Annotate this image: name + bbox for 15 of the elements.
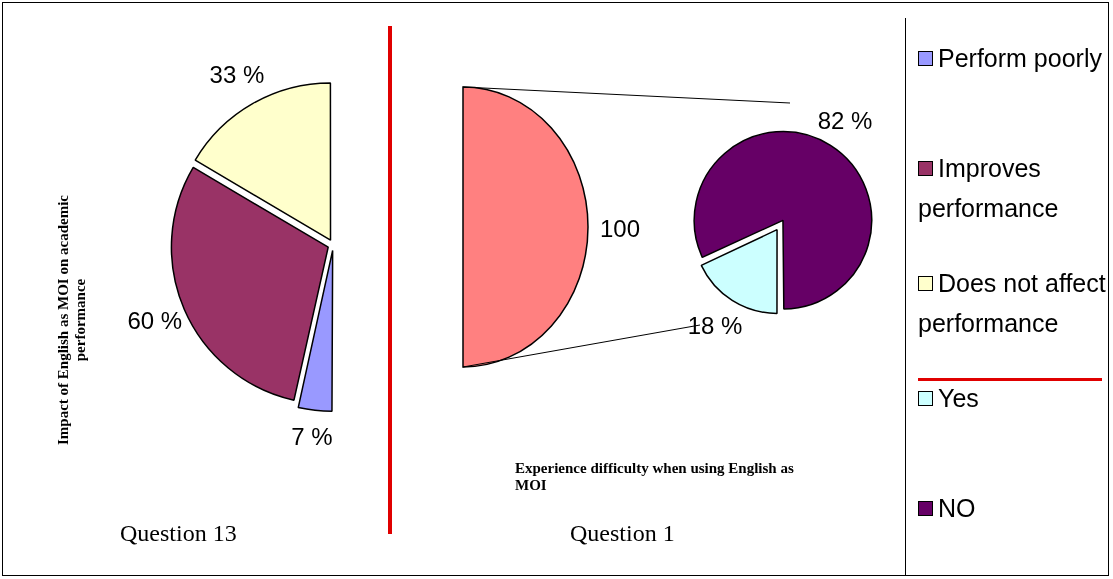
data-label: 7 % [291, 422, 333, 450]
legend-label: Yes [937, 383, 980, 414]
text: 100 [600, 215, 641, 243]
legend-label: Does not affect performance [918, 268, 1107, 339]
data-label: 60 % [127, 306, 183, 334]
legend-label: NO [937, 493, 977, 524]
data-label: 82 % [817, 107, 873, 135]
text: Impact of English as MOI on academic performance [55, 194, 89, 447]
text: Experience difficulty when using English as MOI [515, 460, 795, 494]
text: Question 13 [120, 520, 237, 547]
legend-label: Improves performance [918, 153, 1060, 224]
data-label: 18 % [687, 312, 743, 339]
legend-label: Perform poorly [937, 43, 1103, 74]
data-label: 33 % [209, 60, 265, 88]
text: Question 1 [570, 520, 675, 547]
